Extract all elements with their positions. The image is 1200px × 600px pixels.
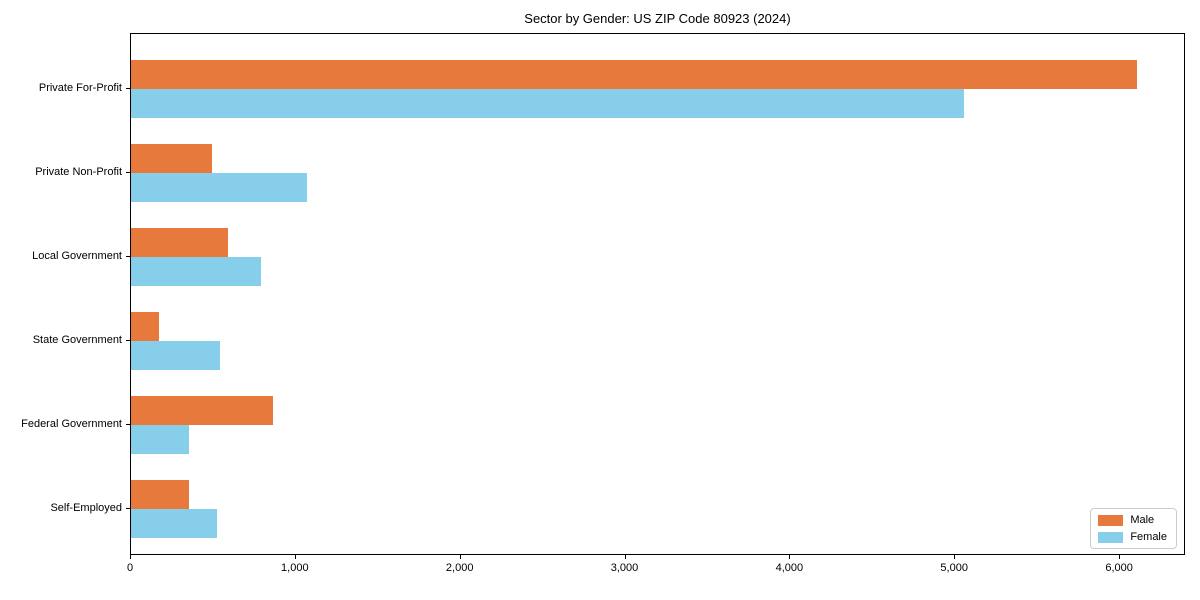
y-tick-label: Private Non-Profit — [35, 166, 122, 178]
legend-swatch-male — [1098, 514, 1124, 526]
legend-label: Male — [1130, 514, 1155, 526]
legend: Male Female — [1090, 508, 1177, 549]
x-tick-mark — [1119, 555, 1121, 559]
bar-male-2 — [131, 144, 212, 173]
y-tick-mark — [126, 256, 130, 257]
x-tick-label: 0 — [126, 562, 134, 574]
y-tick-mark — [126, 424, 130, 425]
legend-label: Female — [1130, 531, 1167, 543]
x-tick-mark — [789, 555, 791, 559]
plot-area: Male Female — [130, 33, 1185, 555]
bar-male-6 — [131, 480, 189, 509]
y-tick-label: Local Government — [32, 250, 122, 262]
bar-male-1 — [131, 60, 1137, 89]
y-tick-label: State Government — [32, 334, 122, 346]
x-tick-label: 1,000 — [281, 562, 309, 574]
x-tick-label: 4,000 — [775, 562, 804, 574]
x-tick-mark — [130, 555, 131, 559]
bar-female-2 — [131, 173, 308, 202]
y-tick-label: Federal Government — [21, 418, 122, 430]
x-tick-mark — [294, 555, 296, 559]
y-tick-mark — [126, 88, 130, 89]
bar-female-4 — [131, 341, 220, 370]
x-tick-label: 6,000 — [1105, 562, 1133, 574]
bar-male-3 — [131, 228, 229, 257]
y-tick-label: Self-Employed — [50, 502, 122, 514]
bar-male-4 — [131, 312, 159, 341]
x-tick-mark — [954, 555, 956, 559]
x-tick-label: 2,000 — [445, 562, 474, 574]
legend-swatch-female — [1098, 531, 1124, 543]
legend-item-female: Female — [1098, 531, 1167, 543]
x-tick-label: 3,000 — [610, 562, 639, 574]
bar-female-5 — [131, 425, 189, 454]
bar-male-5 — [131, 396, 273, 425]
y-tick-mark — [126, 340, 130, 341]
legend-item-male: Male — [1098, 514, 1167, 526]
bar-female-3 — [131, 257, 262, 286]
x-tick-mark — [459, 555, 461, 559]
bar-female-1 — [131, 89, 964, 118]
y-tick-label: Private For-Profit — [38, 82, 122, 94]
bar-female-6 — [131, 509, 217, 538]
y-tick-mark — [126, 172, 130, 173]
y-tick-mark — [126, 508, 130, 509]
x-tick-mark — [624, 555, 626, 559]
chart-title: Sector by Gender: US ZIP Code 80923 (202… — [524, 11, 791, 26]
x-tick-label: 5,000 — [940, 562, 968, 574]
